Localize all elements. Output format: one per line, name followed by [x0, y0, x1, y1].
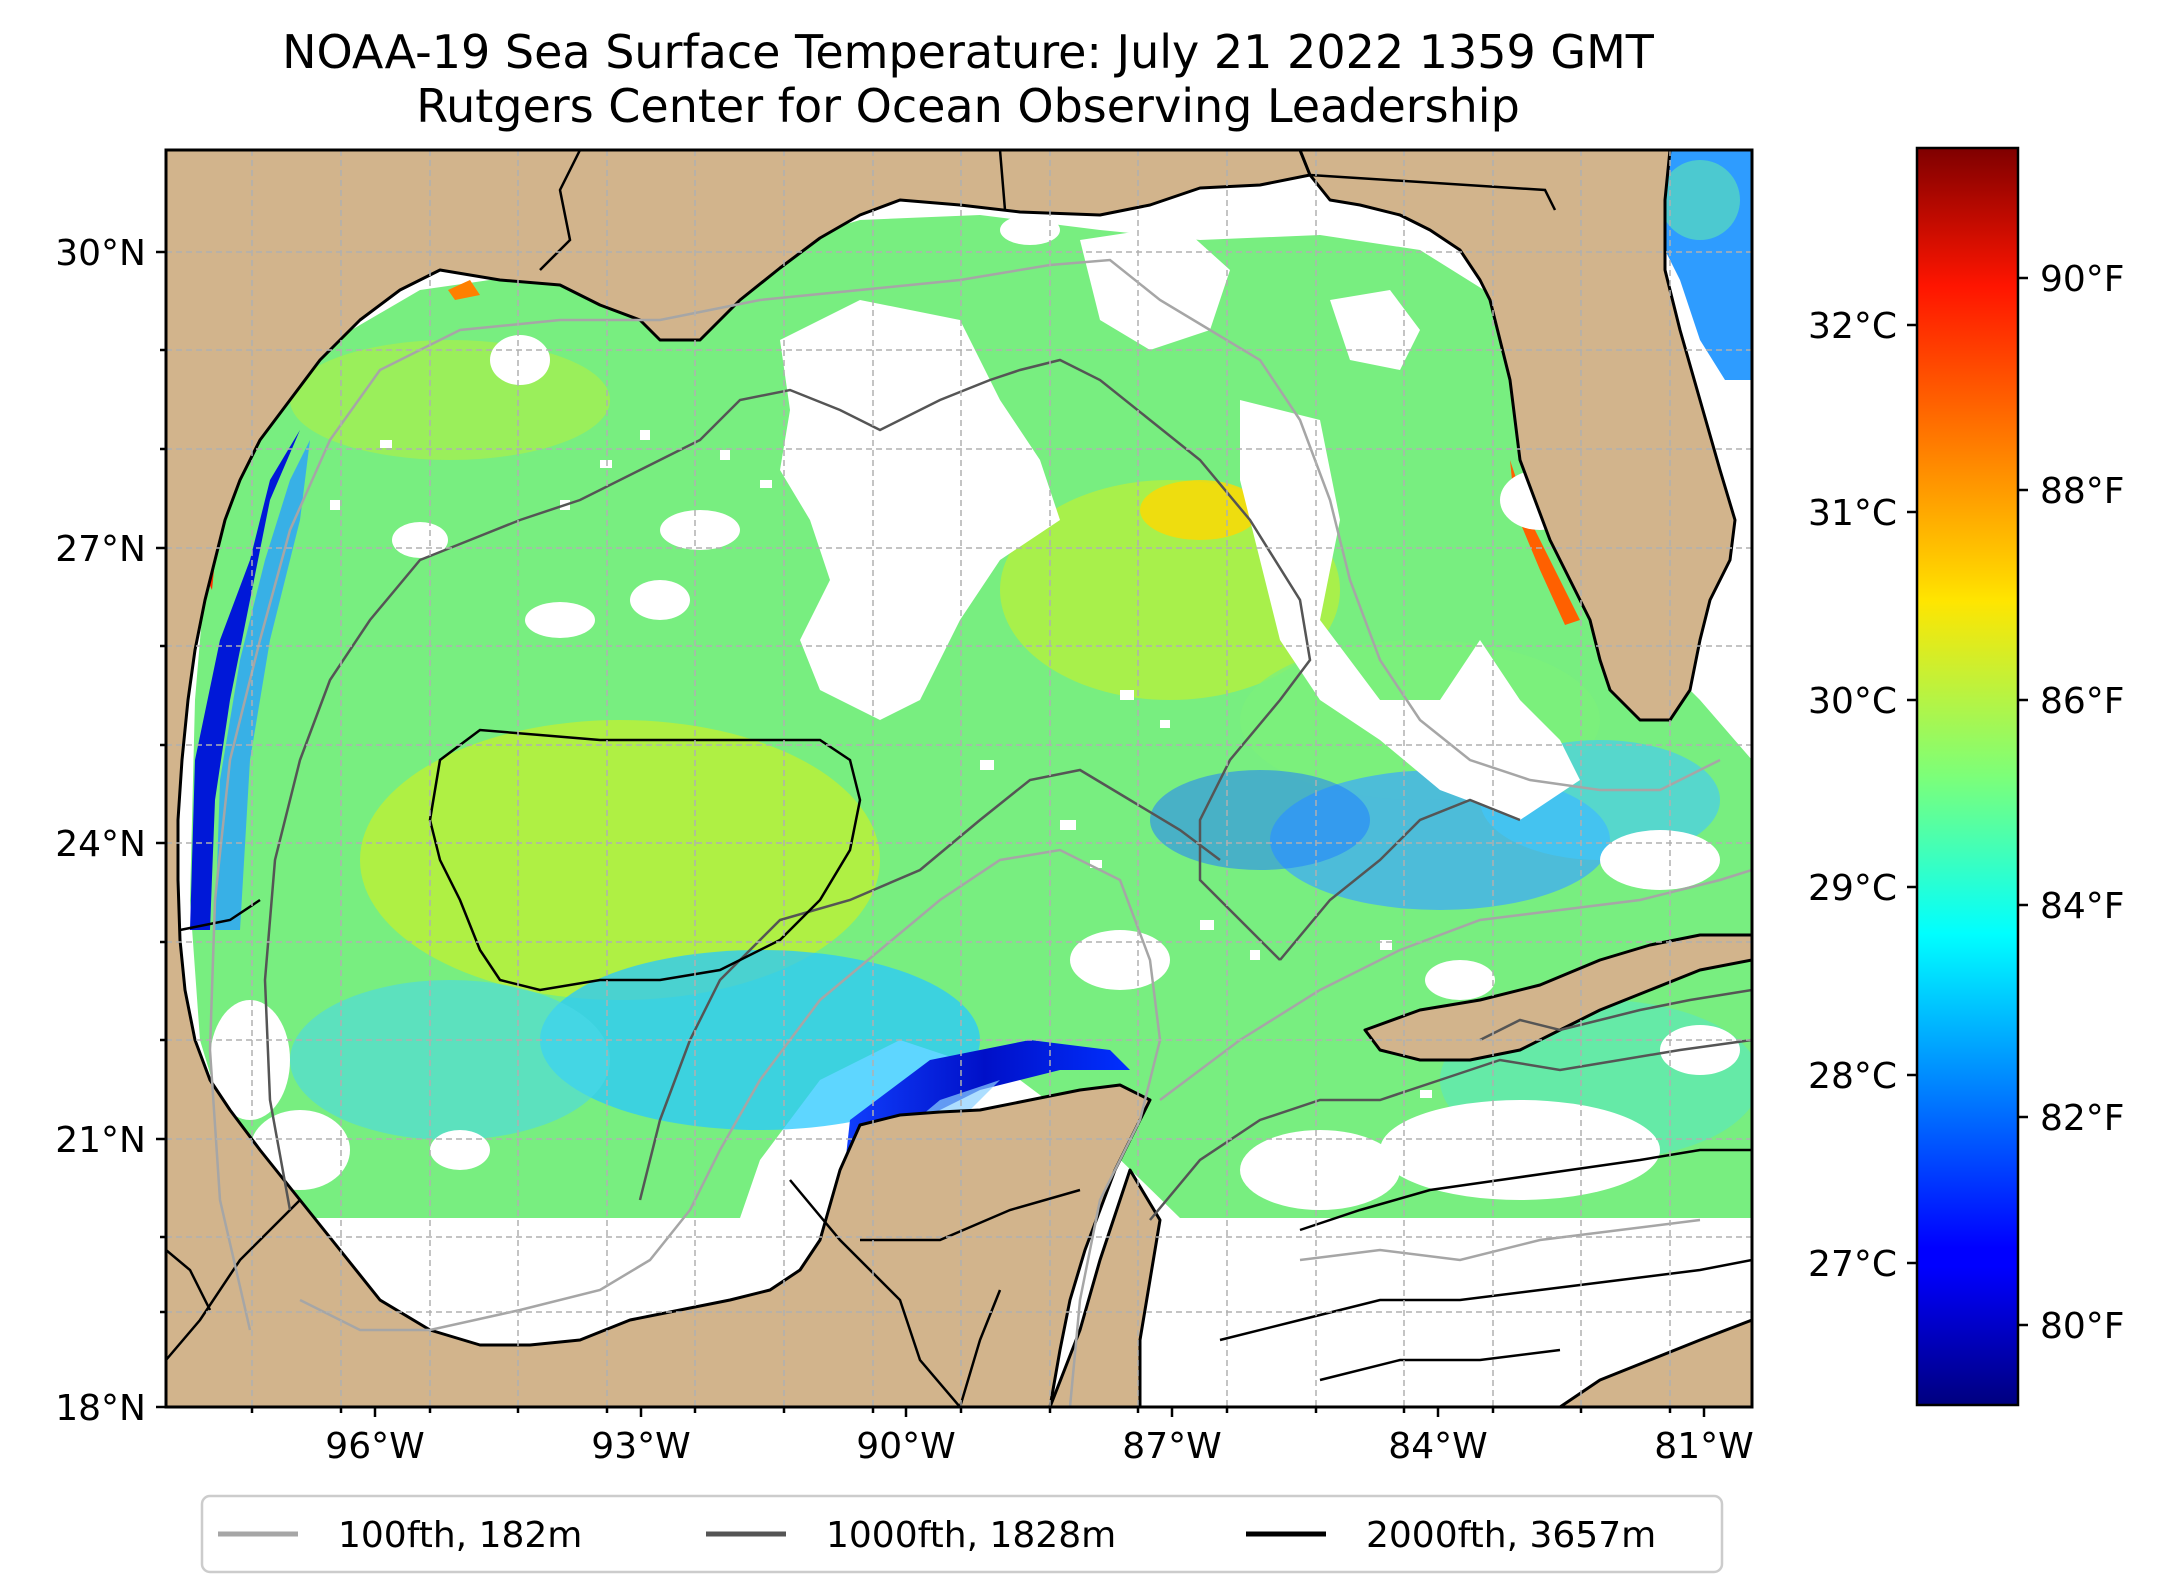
colorbar-fahrenheit-label: 88°F — [2040, 471, 2125, 512]
colorbar-fahrenheit-label: 90°F — [2040, 259, 2125, 300]
map-panel — [166, 150, 1752, 1407]
colorbar: 32°C 31°C 30°C 29°C 28°C 27°C 90°F 88°F … — [1808, 146, 2125, 1407]
map-frame — [164, 148, 1754, 1409]
colorbar-celsius-label: 27°C — [1808, 1244, 1897, 1285]
lon-tick-label: 90°W — [856, 1426, 955, 1467]
land — [166, 150, 1752, 1407]
gridlines — [166, 150, 1752, 1407]
lon-tick-label: 87°W — [1122, 1426, 1221, 1467]
colorbar-gradient — [1915, 146, 2020, 1407]
lon-tick-label: 84°W — [1388, 1426, 1487, 1467]
cloud-gaps — [210, 215, 1740, 1210]
lon-tick-label: 81°W — [1654, 1426, 1753, 1467]
lat-tick-label: 30°N — [55, 233, 146, 274]
legend-box — [200, 1494, 1724, 1574]
colorbar-celsius-label: 29°C — [1808, 868, 1897, 909]
colorbar-fahrenheit-label: 86°F — [2040, 681, 2125, 722]
colorbar-celsius-label: 28°C — [1808, 1056, 1897, 1097]
colorbar-celsius-label: 31°C — [1808, 493, 1897, 534]
legend: 100fth, 182m 1000fth, 1828m 2000fth, 365… — [200, 1494, 1724, 1574]
colorbar-fahrenheit-label: 82°F — [2040, 1098, 2125, 1139]
bathymetry-100fth — [208, 258, 1752, 1407]
colorbar-celsius-label: 32°C — [1808, 306, 1897, 347]
lat-tick-label: 24°N — [55, 824, 146, 865]
borders — [166, 150, 1557, 1407]
map-ticks — [156, 250, 1706, 1417]
colorbar-fahrenheit-label: 84°F — [2040, 886, 2125, 927]
colorbar-celsius-label: 30°C — [1808, 681, 1897, 722]
bathymetry-2000fth — [428, 728, 1752, 1382]
lat-tick-label: 21°N — [55, 1120, 146, 1161]
lon-tick-label: 93°W — [591, 1426, 690, 1467]
lat-tick-label: 27°N — [55, 529, 146, 570]
legend-label-1000fth: 1000fth, 1828m — [826, 1515, 1116, 1556]
title-line-2: Rutgers Center for Ocean Observing Leade… — [416, 79, 1520, 133]
legend-label-100fth: 100fth, 182m — [338, 1515, 582, 1556]
legend-label-2000fth: 2000fth, 3657m — [1366, 1515, 1656, 1556]
colorbar-fahrenheit-label: 80°F — [2040, 1306, 2125, 1347]
title-line-1: NOAA-19 Sea Surface Temperature: July 21… — [282, 25, 1655, 79]
lon-tick-label: 96°W — [325, 1426, 424, 1467]
lat-tick-label: 18°N — [55, 1388, 146, 1429]
